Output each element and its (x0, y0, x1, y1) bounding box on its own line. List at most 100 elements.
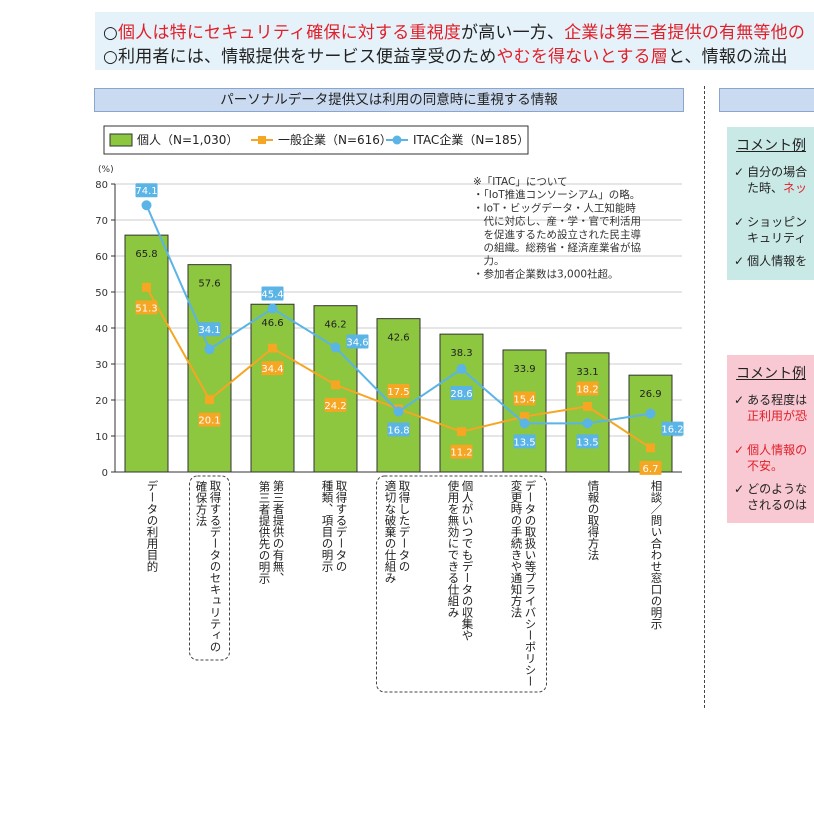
comment-text: 不安。 (747, 459, 784, 473)
comment-panel-positive: コメント例 ✓ 自分の場合 た時、ネッ ✓ ショッピン キュリティ ✓ 個人情報を (727, 127, 814, 280)
line-marker (267, 303, 278, 314)
comment-item: ✓ 自分の場合 た時、ネッ (734, 164, 807, 196)
data-label-bg (513, 434, 536, 449)
y-tick-label: 60 (95, 252, 108, 263)
category-label: データの取扱い等プライバシーポリシー変更時の手続きや通知方法 (510, 479, 538, 687)
bar (187, 264, 232, 473)
itac-value-label: 13.5 (576, 437, 598, 448)
data-label-bg (387, 422, 410, 437)
bar-value-label: 33.9 (513, 364, 535, 375)
data-label-bg (198, 412, 221, 427)
legend (103, 125, 529, 155)
legend-label: ITAC企業（N=185） (413, 132, 529, 147)
data-label-bg (450, 386, 473, 401)
legend-swatch (109, 133, 133, 147)
comment-text: キュリティ (747, 231, 807, 245)
check-icon: ✓ (734, 215, 745, 229)
comment-text: されるのは (747, 498, 808, 512)
y-tick-label: 10 (95, 432, 108, 443)
comment-item: ✓ 個人情報の 不安。 (734, 442, 807, 474)
comment-item: ✓ ショッピンキュリティ (734, 214, 807, 246)
bar-value-label: 57.6 (198, 279, 220, 290)
comment-text: 正利用が恐 (747, 409, 808, 423)
itac-value-label: 74.1 (135, 186, 157, 197)
itac-value-label: 45.4 (261, 290, 283, 301)
category-label: 情報の取得方法 (587, 480, 601, 561)
category-label: 取得するデータの種類、項目の明示 (321, 479, 349, 572)
general-value-label: 6.7 (643, 464, 659, 475)
line-marker (141, 200, 152, 211)
summary-text: 個人は特にセキュリティ確保に対する重視度 (118, 23, 462, 43)
bar-value-label: 65.8 (135, 249, 157, 260)
data-label-bg (324, 397, 347, 412)
y-axis-unit: (%) (98, 165, 114, 175)
data-label-bg (135, 183, 158, 198)
line-marker (393, 406, 404, 417)
category-label: 取得したデータの適切な破棄の仕組み (384, 479, 412, 583)
y-tick-label: 40 (95, 324, 108, 335)
data-label-bg (639, 460, 662, 475)
data-label-bg (450, 444, 473, 459)
bar-value-label: 33.1 (576, 367, 598, 378)
comment-text: た時、 (747, 181, 784, 195)
comment-text: ショッピン (747, 215, 808, 229)
annotation-text: を促進するため設立された民主導 (473, 228, 641, 241)
data-label-bg (346, 334, 369, 349)
line-marker (330, 342, 341, 353)
comment-item: ✓ ある程度は 正利用が恐 (734, 392, 807, 424)
general-value-label: 11.2 (450, 448, 472, 459)
legend-label: 個人（N=1,030） (137, 133, 238, 147)
general-value-label: 20.1 (198, 416, 220, 427)
line-marker (520, 412, 529, 422)
bar (124, 234, 169, 473)
summary-header: ○個人は特にセキュリティ確保に対する重視度が高い一方、企業は第三者提供の有無等他… (95, 12, 814, 70)
itac-value-label: 28.6 (450, 389, 472, 400)
summary-line-2: ○利用者には、情報提供をサービス便益享受のためやむを得ないとする層と、情報の流出 (103, 42, 788, 67)
line-marker (456, 364, 467, 375)
line-marker (519, 418, 530, 429)
category-label: 第三者提供の有無、第三者提供先の明示 (258, 479, 286, 583)
line-marker (331, 380, 340, 390)
annotation-text: ・「IoT推進コンソーシアム」の略。 (473, 188, 640, 201)
data-label-bg (576, 434, 599, 449)
data-label-bg (387, 384, 410, 398)
annotation-text: の組織。総務省・経済産業省が協 (473, 241, 641, 254)
check-icon: ✓ (734, 254, 745, 268)
line-marker (583, 401, 592, 411)
itac-value-label: 13.5 (513, 437, 535, 448)
summary-text: ○ (103, 23, 119, 43)
comment-text: 自分の場合 (747, 165, 808, 179)
general-value-label: 15.4 (513, 395, 535, 406)
data-label-bg (661, 421, 684, 436)
line-marker (645, 408, 656, 419)
y-tick-label: 30 (95, 360, 108, 371)
line-marker (582, 418, 593, 429)
check-icon: ✓ (734, 393, 745, 407)
highlight-box (376, 475, 547, 693)
itac-value-label: 34.6 (346, 337, 368, 348)
category-label: 取得するデータのセキュリティの確保方法 (195, 479, 223, 652)
check-icon: ✓ (734, 443, 745, 457)
annotation-text: 代に対応し、産・学・官で利活用 (473, 215, 641, 228)
category-label: 個人がいつでもデータの収集や使用を無効にできる仕組み (447, 479, 475, 641)
summary-text: 企業は第三者提供の有無等他の (564, 23, 806, 43)
line-marker (205, 395, 214, 405)
chart-title: パーソナルデータ提供又は利用の同意時に重視する情報 (94, 88, 684, 112)
summary-line-1: ○個人は特にセキュリティ確保に対する重視度が高い一方、企業は第三者提供の有無等他… (103, 18, 805, 43)
annotation-text: 力。 (473, 254, 505, 267)
general-value-label: 24.2 (324, 401, 346, 412)
y-tick-label: 0 (102, 468, 108, 479)
itac-value-label: 16.8 (387, 426, 409, 437)
itac-value-label: 16.2 (661, 425, 683, 436)
right-section-title-bar (719, 88, 814, 112)
section-divider (704, 86, 705, 708)
data-label-bg (261, 361, 284, 376)
general-value-label: 34.4 (261, 364, 283, 375)
summary-text: と、情報の流出 (667, 47, 788, 67)
legend-marker (392, 135, 402, 145)
legend-label: 一般企業（N=616） (278, 132, 392, 147)
check-icon: ✓ (734, 482, 745, 496)
line-marker (268, 343, 277, 353)
comment-panel-title: コメント例 (736, 366, 806, 382)
